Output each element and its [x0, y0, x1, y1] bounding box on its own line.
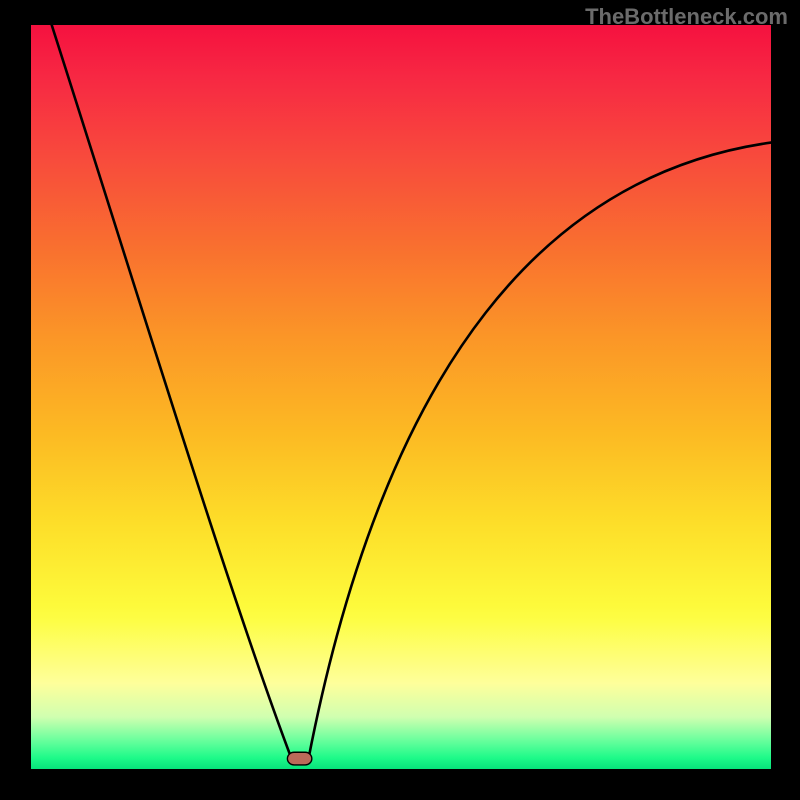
min-marker: [287, 752, 311, 765]
chart-container: TheBottleneck.com: [0, 0, 800, 800]
plot-svg: [31, 25, 771, 769]
watermark-text: TheBottleneck.com: [585, 4, 788, 30]
plot-area: [31, 25, 771, 769]
gradient-background: [31, 25, 771, 769]
